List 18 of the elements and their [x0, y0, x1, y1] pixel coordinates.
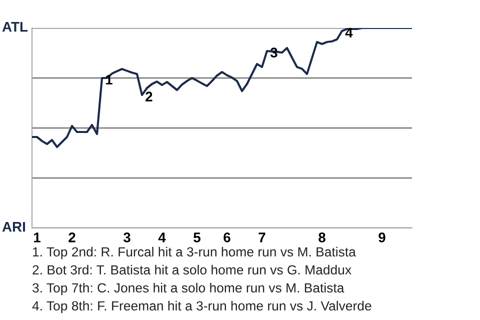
x-tick-label: 4	[158, 232, 166, 242]
x-tick-label: 3	[123, 232, 130, 242]
text: ATL	[2, 22, 28, 32]
x-tick-label: 1	[34, 232, 40, 242]
annotation: 2	[146, 92, 152, 102]
text: ARI	[2, 222, 25, 232]
x-tick-label: 8	[318, 232, 326, 242]
text: 2. Bot 3rd: T. Batista hit a solo home run vs G. Maddux	[32, 264, 352, 275]
x-tick-label: 6	[224, 232, 230, 242]
annotation: 4	[345, 28, 353, 38]
x-tick-label: 9	[378, 232, 386, 242]
x-tick-label: 7	[258, 232, 266, 242]
x-tick-label: 5	[194, 232, 200, 242]
annotation: 1	[106, 74, 112, 84]
text: 3. Top 7th: C. Jones hit a solo home run vs M. Batista	[32, 282, 344, 296]
x-tick-label: 2	[68, 232, 76, 242]
text: 1. Top 2nd: R. Furcal hit a 3-run home run vs M. Batista	[33, 246, 356, 260]
text: 4. Top 8th: F. Freeman hit a 3-run home run vs J. Valverde	[32, 300, 372, 314]
